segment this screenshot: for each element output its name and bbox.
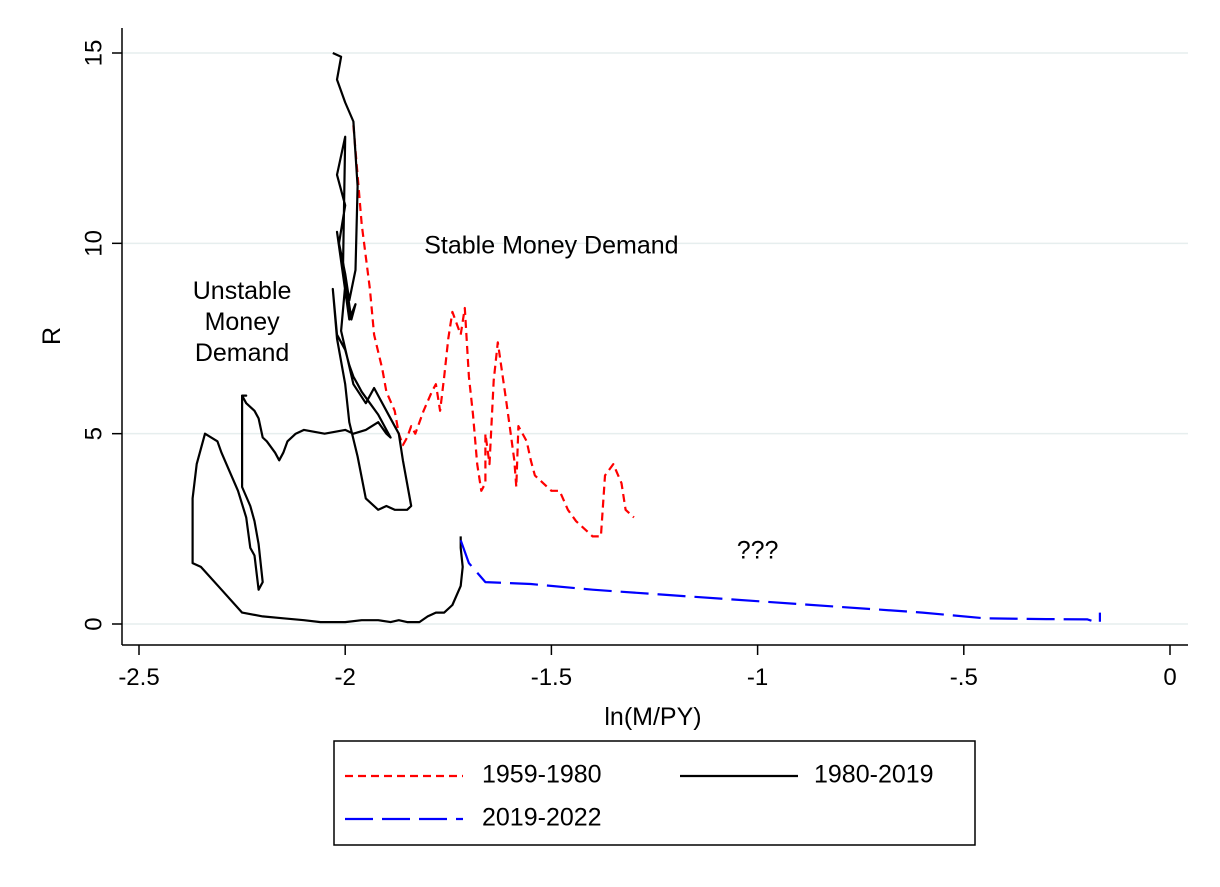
annotation-1-line-2: Demand xyxy=(195,339,290,367)
legend-box xyxy=(333,740,976,846)
x-tick-label-0: -2.5 xyxy=(118,664,159,691)
x-tick-label-1: -2 xyxy=(335,664,356,691)
legend-label-2019-2022: 2019-2022 xyxy=(482,804,602,832)
y-tick-label-0: 0 xyxy=(80,617,107,630)
annotation-1-line-0: Unstable xyxy=(193,277,292,305)
annotation-2-line-0: ??? xyxy=(737,536,779,564)
series-line-1959-1980 xyxy=(352,125,635,538)
y-tick-label-1: 5 xyxy=(80,427,107,440)
x-tick-label-3: -1 xyxy=(747,664,768,691)
annotation-0-line-0: Stable Money Demand xyxy=(424,232,678,260)
y-axis-title: R xyxy=(38,327,66,345)
legend-label-1980-2019: 1980-2019 xyxy=(814,761,934,789)
plot-area xyxy=(191,51,1101,624)
y-tick-label-3: 15 xyxy=(80,40,107,67)
x-tick-label-2: -1.5 xyxy=(531,664,572,691)
legend-label-1959-1980: 1959-1980 xyxy=(482,761,602,789)
x-axis-title: ln(M/PY) xyxy=(604,703,701,731)
series-line-1980-2019 xyxy=(191,51,464,624)
axes: 0 5 10 15 -2.5 -2 -1.5 -1 -.5 0 xyxy=(80,28,1188,691)
annotation-1-line-1: Money xyxy=(205,308,281,336)
legend: 1959-1980 2019-2022 1980-2019 xyxy=(333,740,976,846)
annotations: Stable Money Demand Unstable Money Demand??… xyxy=(193,232,779,565)
series-line-2019-2022 xyxy=(459,539,1101,624)
x-tick-label-5: 0 xyxy=(1163,664,1176,691)
x-tick-label-4: -.5 xyxy=(950,664,978,691)
grid-layer xyxy=(122,52,1188,625)
y-tick-label-2: 10 xyxy=(80,230,107,257)
